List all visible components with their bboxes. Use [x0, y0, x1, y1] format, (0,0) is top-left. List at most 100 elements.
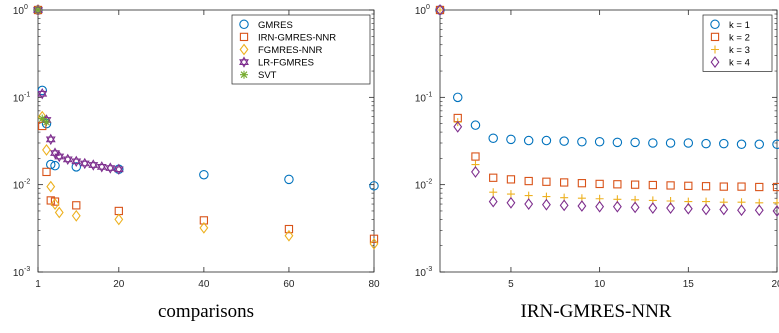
legend-marker	[239, 43, 249, 56]
data-point	[701, 138, 711, 149]
data-point	[683, 202, 693, 215]
legend-label: k = 4	[729, 58, 750, 69]
data-point	[199, 169, 209, 180]
x-tick-label: 5	[508, 279, 514, 290]
legend-marker	[710, 32, 720, 42]
data-point	[113, 163, 124, 175]
data-point	[524, 198, 534, 210]
caption-left: comparisons	[157, 301, 255, 322]
data-point	[37, 88, 48, 100]
data-point	[489, 188, 498, 197]
data-point	[613, 180, 622, 189]
data-point	[772, 205, 779, 217]
data-point	[524, 176, 533, 186]
data-point	[754, 139, 765, 150]
data-point	[737, 182, 746, 191]
data-point	[560, 178, 569, 187]
data-point	[684, 181, 693, 190]
data-point	[284, 174, 294, 185]
series-k-4	[435, 4, 779, 217]
legend-label: k = 1	[729, 20, 750, 31]
data-point	[199, 216, 209, 225]
data-point	[471, 165, 480, 178]
data-point	[541, 198, 551, 211]
legend: k = 1k = 2 k = 3 k = 4	[702, 14, 773, 72]
data-point	[772, 182, 779, 192]
data-point	[719, 182, 728, 191]
data-point	[701, 203, 711, 216]
data-point	[719, 203, 729, 216]
legend-marker	[240, 70, 248, 79]
data-point	[594, 137, 605, 147]
data-point	[736, 139, 747, 150]
data-point	[50, 198, 60, 210]
y-tick-label: 10	[415, 268, 427, 279]
y-tick-exponent: -1	[24, 91, 30, 98]
series-lr-fgmres	[33, 4, 124, 175]
data-point	[88, 159, 99, 171]
series-svt	[34, 6, 51, 127]
legend-marker	[710, 19, 720, 30]
data-point	[369, 181, 379, 191]
series-k-2	[435, 5, 779, 192]
data-point	[577, 200, 587, 212]
x-tick-label: 60	[283, 279, 295, 290]
data-point	[72, 201, 81, 210]
y-tick-exponent: 0	[426, 4, 430, 11]
data-point	[577, 137, 587, 147]
y-tick-exponent: -3	[426, 266, 432, 273]
data-point	[62, 153, 73, 166]
x-tick-label: 1	[35, 279, 41, 290]
y-tick-exponent: -2	[426, 179, 432, 186]
data-point	[577, 179, 587, 188]
data-point	[559, 136, 569, 146]
data-point	[471, 152, 480, 161]
series-k-1	[435, 5, 779, 150]
data-point	[105, 162, 116, 174]
x-tick-label: 20	[771, 279, 779, 290]
y-tick-label: 10	[13, 93, 25, 104]
data-point	[46, 180, 56, 193]
data-point	[612, 137, 623, 148]
data-point	[506, 190, 515, 199]
data-point	[369, 234, 379, 243]
data-point	[665, 138, 676, 148]
legend-box	[702, 14, 773, 72]
legend-label: k = 3	[729, 45, 750, 56]
data-point	[666, 202, 676, 214]
data-point	[541, 135, 552, 146]
x-tick-label: 10	[594, 279, 606, 290]
data-point	[284, 224, 294, 234]
data-point	[648, 138, 658, 148]
data-point	[648, 180, 657, 190]
data-point	[46, 159, 56, 170]
data-point	[37, 85, 48, 96]
legend-marker	[239, 32, 249, 42]
data-point	[71, 209, 81, 222]
data-point	[470, 120, 481, 130]
data-point	[630, 201, 640, 214]
data-point	[488, 195, 498, 208]
y-tick-label: 10	[415, 6, 427, 17]
data-point	[79, 157, 90, 170]
y-tick-label: 10	[415, 181, 427, 192]
y-tick-label: 10	[415, 93, 427, 104]
data-point	[719, 138, 729, 149]
data-point	[45, 133, 56, 146]
data-point	[595, 200, 605, 213]
data-point	[436, 6, 444, 14]
legend-label: LR-FGMRES	[258, 58, 314, 69]
data-point	[369, 237, 379, 250]
data-point	[542, 177, 551, 186]
y-tick-exponent: -2	[24, 179, 30, 186]
data-point	[452, 92, 463, 103]
data-point	[648, 202, 658, 214]
data-point	[754, 204, 764, 217]
data-point	[34, 6, 42, 14]
y-tick-exponent: -1	[426, 91, 432, 98]
caption-right: IRN-GMRES-NNR	[520, 301, 672, 322]
data-point	[612, 200, 622, 213]
